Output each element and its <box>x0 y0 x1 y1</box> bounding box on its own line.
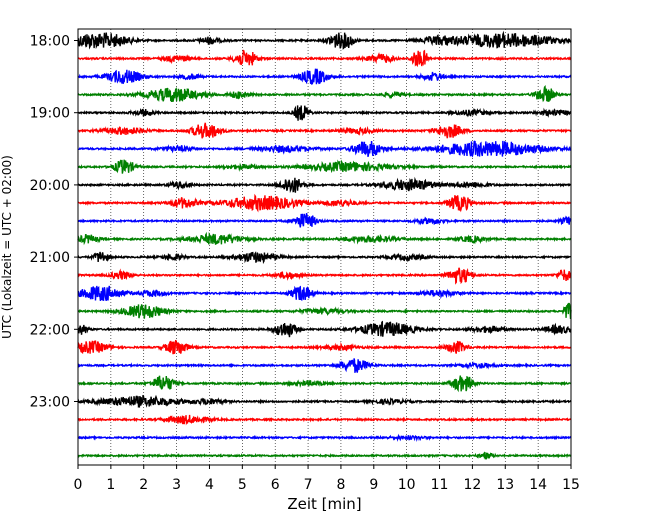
x-tick-label: 9 <box>369 477 378 493</box>
trace-2200 <box>77 320 572 338</box>
trace-2315 <box>77 414 572 426</box>
x-tick-label: 2 <box>139 477 148 493</box>
trace-2045 <box>77 231 572 246</box>
trace-1800 <box>77 30 572 50</box>
x-tick-label: 1 <box>106 477 115 493</box>
trace-1900 <box>77 105 572 121</box>
trace-2230 <box>77 358 572 373</box>
x-tick-label: 0 <box>74 477 83 493</box>
y-axis-ticks: 18:00 19:00 20:00 21:00 22:00 23:00 <box>30 34 78 411</box>
trace-1930 <box>77 140 572 158</box>
grid-lines <box>110 29 539 465</box>
trace-1945 <box>77 159 572 174</box>
y-tick-label: 18:00 <box>30 34 70 50</box>
trace-2145 <box>77 302 572 319</box>
plot-frame <box>77 28 572 466</box>
x-tick-label: 3 <box>172 477 181 493</box>
x-tick-label: 7 <box>304 477 313 493</box>
x-axis-ticks: 0 1 2 3 4 5 6 7 8 9 10 11 12 13 14 15 <box>74 465 580 493</box>
trace-1815 <box>77 49 572 68</box>
trace-2130 <box>77 285 572 302</box>
trace-2115 <box>77 267 572 285</box>
trace-2245 <box>77 375 572 393</box>
trace-2000 <box>77 176 572 194</box>
x-tick-label: 14 <box>529 477 547 493</box>
seismic-traces <box>77 30 572 460</box>
x-tick-label: 10 <box>398 477 416 493</box>
x-tick-label: 11 <box>431 477 449 493</box>
y-tick-label: 19:00 <box>30 106 70 122</box>
x-axis-label: Zeit [min] <box>287 495 361 513</box>
x-tick-label: 13 <box>496 477 514 493</box>
trace-2345 <box>77 451 572 460</box>
trace-1845 <box>77 85 572 103</box>
trace-2015 <box>77 193 572 213</box>
x-tick-label: 5 <box>238 477 247 493</box>
trace-2300 <box>77 394 572 408</box>
trace-1830 <box>77 68 572 86</box>
x-tick-label: 8 <box>336 477 345 493</box>
y-tick-label: 21:00 <box>30 250 70 266</box>
trace-2100 <box>77 251 572 265</box>
x-tick-label: 4 <box>205 477 214 493</box>
trace-1915 <box>77 122 572 139</box>
x-tick-label: 15 <box>562 477 580 493</box>
x-tick-label: 12 <box>463 477 481 493</box>
trace-2030 <box>77 213 572 228</box>
x-tick-label: 6 <box>271 477 280 493</box>
y-tick-label: 20:00 <box>30 178 70 194</box>
y-tick-label: 23:00 <box>30 395 70 411</box>
trace-2330 <box>77 433 572 442</box>
y-tick-label: 22:00 <box>30 322 70 338</box>
trace-2215 <box>77 339 572 355</box>
y-axis-label: UTC (Lokalzeit = UTC + 02:00) <box>0 155 14 339</box>
